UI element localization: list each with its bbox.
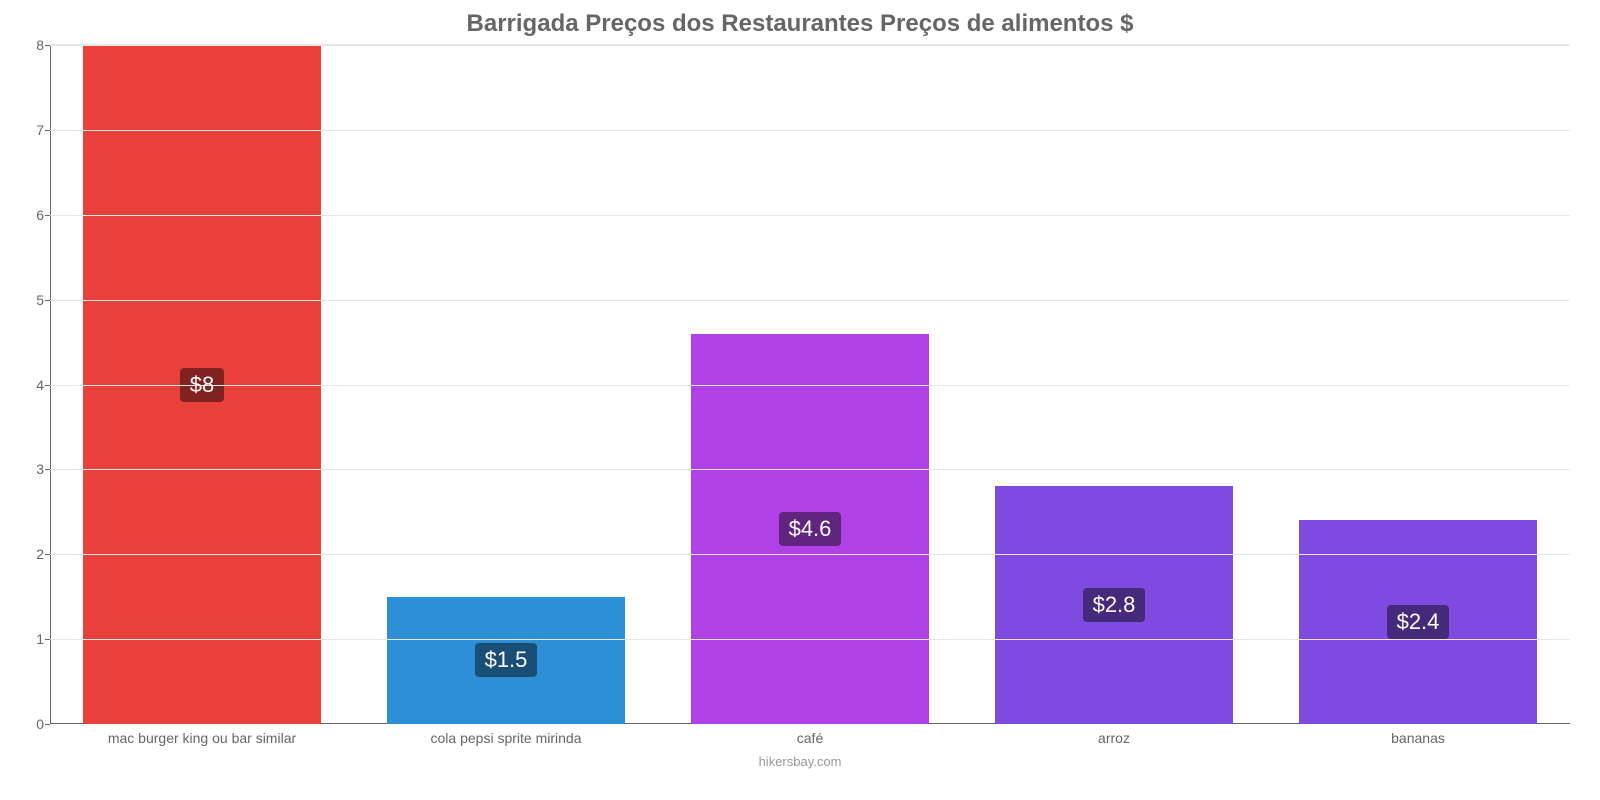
y-tick-mark xyxy=(45,724,50,725)
bar-value-label: $1.5 xyxy=(475,643,538,677)
y-tick-mark xyxy=(45,554,50,555)
bar: $1.5 xyxy=(387,597,624,724)
y-tick-mark xyxy=(45,469,50,470)
grid-line xyxy=(50,45,1570,46)
y-tick-label: 5 xyxy=(22,292,44,308)
x-tick-label: cola pepsi sprite mirinda xyxy=(354,730,658,746)
grid-line xyxy=(50,215,1570,216)
x-tick-label: arroz xyxy=(962,730,1266,746)
y-tick-label: 8 xyxy=(22,37,44,53)
grid-line xyxy=(50,469,1570,470)
y-tick-mark xyxy=(45,385,50,386)
bar: $2.4 xyxy=(1299,520,1536,724)
grid-line xyxy=(50,130,1570,131)
y-tick-label: 7 xyxy=(22,122,44,138)
y-tick-mark xyxy=(45,215,50,216)
grid-line xyxy=(50,300,1570,301)
x-tick-label: mac burger king ou bar similar xyxy=(50,730,354,746)
bar-value-label: $4.6 xyxy=(779,512,842,546)
bar: $2.8 xyxy=(995,486,1232,724)
chart-title: Barrigada Preços dos Restaurantes Preços… xyxy=(20,10,1580,38)
bar: $4.6 xyxy=(691,334,928,724)
y-tick-label: 0 xyxy=(22,716,44,732)
y-tick-label: 4 xyxy=(22,377,44,393)
price-chart: Barrigada Preços dos Restaurantes Preços… xyxy=(0,0,1600,800)
bar-value-label: $2.4 xyxy=(1387,605,1450,639)
x-tick-label: bananas xyxy=(1266,730,1570,746)
y-tick-label: 2 xyxy=(22,546,44,562)
plot-area: $8$1.5$4.6$2.8$2.4 012345678 xyxy=(50,44,1570,724)
y-tick-mark xyxy=(45,45,50,46)
y-tick-mark xyxy=(45,639,50,640)
source-label: hikersbay.com xyxy=(20,754,1580,769)
bar-value-label: $2.8 xyxy=(1083,588,1146,622)
y-tick-mark xyxy=(45,300,50,301)
x-tick-label: café xyxy=(658,730,962,746)
grid-line xyxy=(50,639,1570,640)
grid-line xyxy=(50,385,1570,386)
grid-line xyxy=(50,554,1570,555)
y-tick-label: 6 xyxy=(22,207,44,223)
y-tick-mark xyxy=(45,130,50,131)
y-tick-label: 1 xyxy=(22,631,44,647)
y-tick-label: 3 xyxy=(22,461,44,477)
x-labels: mac burger king ou bar similarcola pepsi… xyxy=(50,730,1570,746)
